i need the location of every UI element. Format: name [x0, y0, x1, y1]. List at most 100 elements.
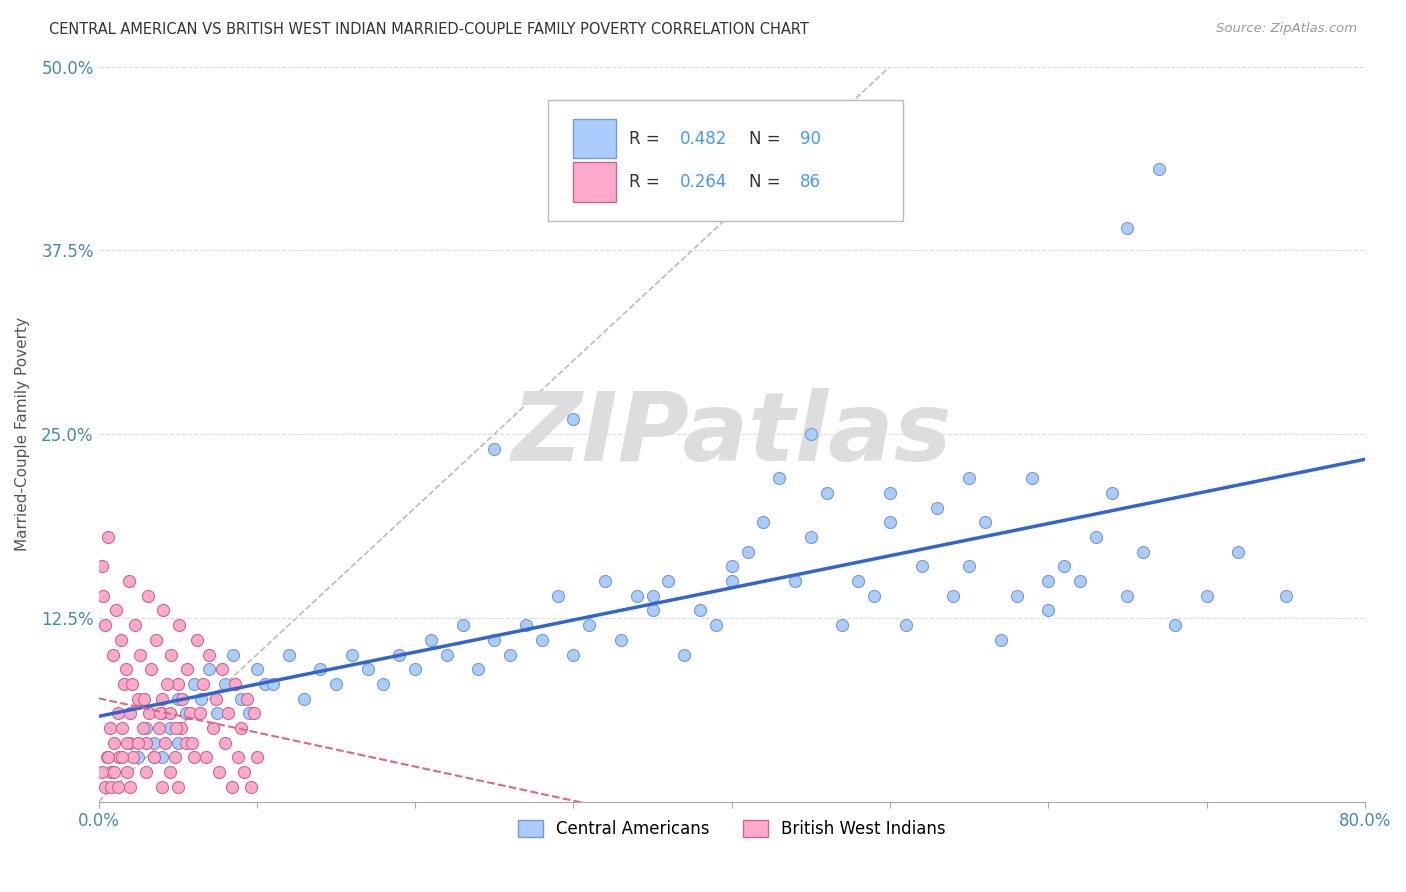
- Point: [183, 677, 205, 691]
- Point: [239, 780, 262, 794]
- Point: [783, 574, 806, 588]
- Point: [136, 589, 159, 603]
- FancyBboxPatch shape: [574, 119, 616, 159]
- Point: [166, 677, 188, 691]
- Point: [103, 765, 125, 780]
- Point: [229, 721, 252, 735]
- Point: [143, 750, 166, 764]
- Point: [547, 589, 569, 603]
- Point: [214, 736, 236, 750]
- Point: [208, 765, 231, 780]
- Point: [641, 589, 664, 603]
- Point: [436, 648, 458, 662]
- Point: [135, 765, 157, 780]
- Point: [373, 677, 395, 691]
- Point: [149, 706, 172, 721]
- Text: CENTRAL AMERICAN VS BRITISH WEST INDIAN MARRIED-COUPLE FAMILY POVERTY CORRELATIO: CENTRAL AMERICAN VS BRITISH WEST INDIAN …: [49, 22, 808, 37]
- Point: [689, 603, 711, 617]
- Point: [132, 721, 155, 735]
- Point: [166, 736, 188, 750]
- Point: [484, 442, 506, 456]
- Point: [127, 736, 149, 750]
- Point: [159, 765, 181, 780]
- Point: [927, 500, 949, 515]
- Point: [169, 618, 191, 632]
- Point: [179, 706, 201, 721]
- Point: [121, 677, 143, 691]
- Point: [111, 721, 134, 735]
- Legend: Central Americans, British West Indians: Central Americans, British West Indians: [510, 814, 952, 845]
- Point: [145, 632, 167, 647]
- Point: [135, 736, 157, 750]
- Point: [593, 574, 616, 588]
- Point: [942, 589, 965, 603]
- Point: [404, 662, 426, 676]
- Point: [176, 662, 198, 676]
- Point: [737, 544, 759, 558]
- Point: [831, 618, 853, 632]
- Point: [127, 691, 149, 706]
- Point: [800, 427, 823, 442]
- Point: [139, 662, 162, 676]
- Point: [292, 691, 315, 706]
- Point: [105, 603, 128, 617]
- Point: [98, 721, 121, 735]
- Point: [163, 750, 186, 764]
- Point: [752, 516, 775, 530]
- Point: [340, 648, 363, 662]
- Point: [1116, 589, 1139, 603]
- Point: [120, 780, 142, 794]
- Point: [894, 618, 917, 632]
- Point: [846, 574, 869, 588]
- Point: [578, 618, 600, 632]
- Point: [122, 750, 145, 764]
- Point: [262, 677, 284, 691]
- Point: [879, 486, 901, 500]
- Point: [957, 559, 980, 574]
- Point: [186, 632, 208, 647]
- Point: [143, 736, 166, 750]
- Point: [1195, 589, 1218, 603]
- Point: [120, 736, 142, 750]
- Point: [156, 677, 179, 691]
- Point: [1084, 530, 1107, 544]
- Point: [150, 750, 173, 764]
- Point: [190, 691, 212, 706]
- Point: [159, 706, 181, 721]
- Point: [704, 618, 727, 632]
- Point: [90, 765, 112, 780]
- Point: [118, 574, 141, 588]
- Text: 0.264: 0.264: [679, 173, 727, 191]
- Point: [134, 691, 156, 706]
- Point: [100, 780, 122, 794]
- Point: [181, 736, 204, 750]
- Point: [166, 780, 188, 794]
- Point: [610, 632, 633, 647]
- Point: [484, 632, 506, 647]
- Point: [515, 618, 537, 632]
- Point: [195, 750, 218, 764]
- Point: [356, 662, 378, 676]
- Point: [159, 721, 181, 735]
- Point: [242, 706, 264, 721]
- Point: [97, 750, 120, 764]
- Text: ZIPatlas: ZIPatlas: [512, 388, 952, 481]
- Point: [138, 706, 160, 721]
- Point: [1101, 486, 1123, 500]
- Point: [911, 559, 934, 574]
- Point: [204, 691, 226, 706]
- Point: [174, 736, 197, 750]
- Point: [114, 662, 136, 676]
- Point: [253, 677, 276, 691]
- Point: [112, 677, 135, 691]
- Point: [815, 486, 838, 500]
- Point: [1053, 559, 1076, 574]
- Point: [101, 648, 124, 662]
- Point: [191, 677, 214, 691]
- Point: [174, 706, 197, 721]
- Point: [165, 721, 187, 735]
- FancyBboxPatch shape: [574, 162, 616, 202]
- Point: [246, 662, 269, 676]
- Point: [115, 765, 138, 780]
- Point: [562, 412, 585, 426]
